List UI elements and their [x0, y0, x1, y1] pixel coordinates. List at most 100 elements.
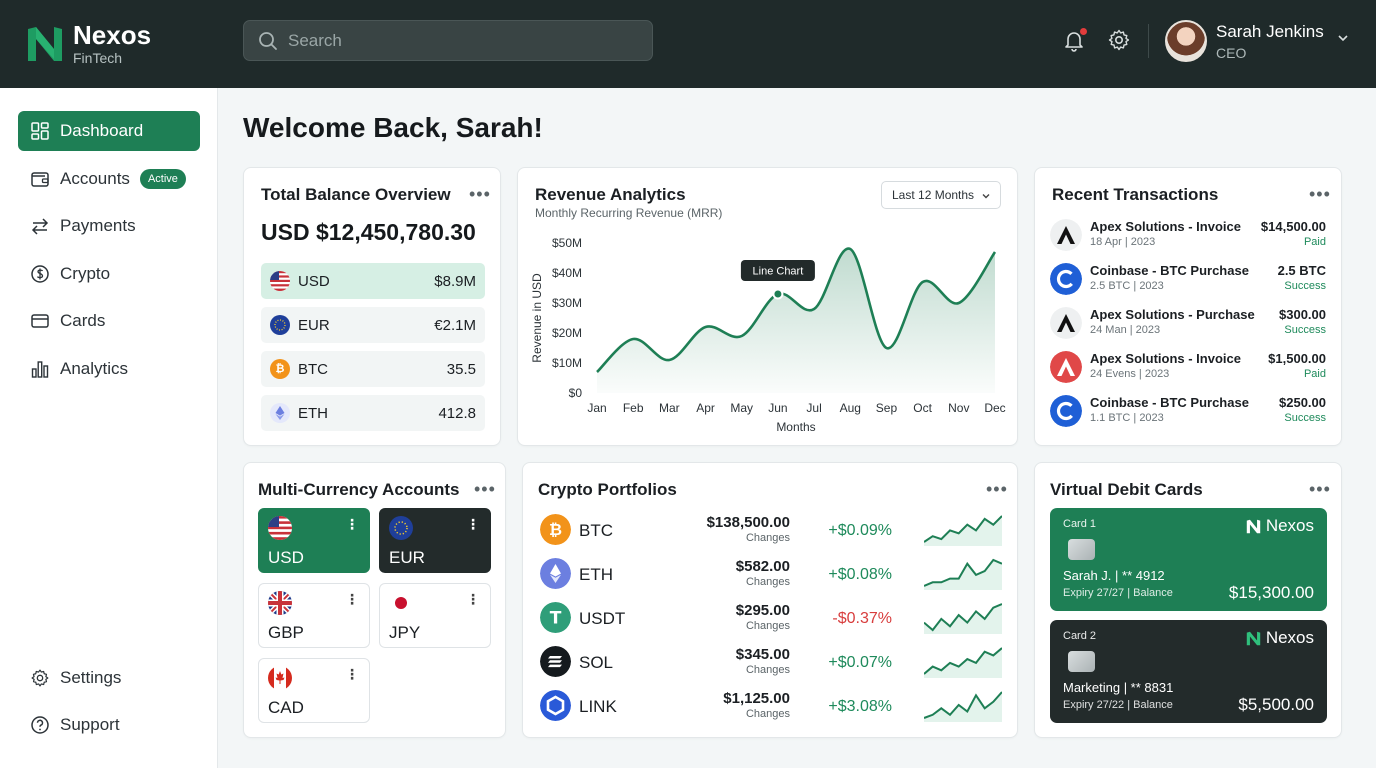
y-tick-label: $10M — [552, 356, 582, 370]
more-options-icon[interactable]: ••• — [1309, 479, 1331, 499]
sparkline-chart — [924, 691, 1002, 722]
ethereum-icon — [270, 403, 290, 423]
transaction-row[interactable]: Coinbase - BTC Purchase 1.1 BTC | 2023 $25… — [1050, 391, 1326, 429]
crypto-changes-label: Changes — [745, 620, 790, 632]
crypto-row-btc[interactable]: ₿ BTC $138,500.00 Changes +$0.09% — [540, 510, 1002, 550]
us-flag-icon — [270, 271, 290, 291]
range-select[interactable]: Last 12 Months — [881, 181, 1001, 209]
sidebar-item-dashboard[interactable]: Dashboard — [18, 111, 200, 151]
virtual-card-1[interactable]: Card 1 Nexos Sarah J. | ** 4912 Expiry 2… — [1050, 508, 1327, 611]
us-flag-icon — [268, 516, 292, 540]
crypto-card: Crypto Portfolios ••• ₿ BTC $138,500.00 Cha… — [522, 462, 1018, 738]
card-expiry: Expiry 27/27 | Balance — [1063, 587, 1173, 599]
sparkline-line — [924, 558, 1002, 587]
sidebar-item-cards[interactable]: Cards — [18, 301, 200, 341]
chainlink-icon — [540, 690, 571, 721]
crypto-symbol: LINK — [579, 697, 617, 716]
tile-menu-icon[interactable]: ⋮ — [345, 666, 359, 682]
tile-menu-icon[interactable]: ⋮ — [345, 516, 359, 532]
tile-menu-icon[interactable]: ⋮ — [345, 591, 359, 607]
help-icon — [31, 716, 49, 734]
account-tile-gbp[interactable]: ⋮ GBP — [258, 583, 370, 648]
x-tick-label: Feb — [623, 401, 644, 415]
sidebar-item-settings[interactable]: Settings — [18, 658, 200, 698]
balance-row-usd[interactable]: USD $8.9M — [261, 263, 485, 299]
gear-icon — [31, 669, 49, 687]
transfer-icon — [31, 218, 49, 235]
crypto-row-usdt[interactable]: T USDT $295.00 Changes -$0.37% — [540, 598, 1002, 638]
sidebar-item-support[interactable]: Support — [18, 705, 200, 745]
crypto-price: $582.00 — [735, 558, 790, 575]
sparkline-area — [924, 516, 1002, 546]
transaction-status: Success — [1284, 412, 1326, 424]
account-code: GBP — [268, 623, 304, 642]
eu-flag-icon — [270, 315, 290, 335]
search-input[interactable] — [288, 30, 628, 51]
apex-logo-icon — [1050, 351, 1082, 383]
user-role: CEO — [1216, 44, 1247, 61]
user-menu[interactable]: Sarah Jenkins CEO — [1165, 20, 1350, 62]
app-logo[interactable]: Nexos FinTech — [26, 22, 151, 65]
card-title: Crypto Portfolios — [538, 480, 677, 499]
dashboard-icon — [31, 122, 49, 140]
more-options-icon[interactable]: ••• — [986, 479, 1008, 499]
transaction-row[interactable]: Apex Solutions - Invoice 24 Evens | 2023 $… — [1050, 347, 1326, 385]
balance-row-eur[interactable]: EUR €2.1M — [261, 307, 485, 343]
transaction-row[interactable]: Apex Solutions - Purchase 24 Man | 2023 $3… — [1050, 303, 1326, 341]
sidebar-item-accounts[interactable]: Accounts Active — [18, 159, 200, 199]
tile-menu-icon[interactable]: ⋮ — [466, 516, 480, 532]
crypto-changes-label: Changes — [745, 664, 790, 676]
transactions-card: Recent Transactions ••• Apex Solutions -… — [1034, 167, 1342, 446]
sidebar-item-payments[interactable]: Payments — [18, 206, 200, 246]
sidebar-item-crypto[interactable]: Crypto — [18, 254, 200, 294]
crypto-price: $1,125.00 — [723, 690, 790, 707]
card-chip-icon — [1068, 539, 1095, 560]
crypto-change: -$0.37% — [832, 610, 892, 627]
balance-row-btc[interactable]: ₿ BTC 35.5 — [261, 351, 485, 387]
settings-button[interactable] — [1107, 28, 1133, 54]
card-brand-name: Nexos — [1265, 516, 1314, 535]
transaction-amount: $1,500.00 — [1268, 351, 1326, 366]
card-brand: Nexos — [1246, 516, 1314, 536]
x-tick-label: Jun — [768, 401, 787, 415]
sidebar-item-label: Cards — [60, 311, 106, 330]
bitcoin-icon: ₿ — [540, 514, 571, 545]
crypto-row-eth[interactable]: ETH $582.00 Changes +$0.08% — [540, 554, 1002, 594]
crypto-changes-label: Changes — [745, 708, 790, 720]
sidebar-item-analytics[interactable]: Analytics — [18, 349, 200, 389]
account-tile-jpy[interactable]: ⋮ JPY — [379, 583, 491, 648]
data-point — [772, 288, 784, 300]
card-balance: $15,300.00 — [1228, 583, 1314, 602]
wallet-icon — [31, 172, 49, 187]
sidebar-item-label: Settings — [60, 668, 122, 687]
x-tick-label: Oct — [913, 401, 932, 415]
transaction-row[interactable]: Coinbase - BTC Purchase 2.5 BTC | 2023 2.5… — [1050, 259, 1326, 297]
coinbase-logo-icon — [1050, 395, 1082, 427]
search-bar[interactable] — [243, 20, 653, 61]
crypto-row-sol[interactable]: SOL $345.00 Changes +$0.07% — [540, 642, 1002, 682]
account-tile-usd[interactable]: ⋮ USD — [258, 508, 370, 573]
virtual-card-2[interactable]: Card 2 Nexos Marketing | ** 8831 Expiry … — [1050, 620, 1327, 723]
balance-row-eth[interactable]: ETH 412.8 — [261, 395, 485, 431]
crypto-row-link[interactable]: LINK $1,125.00 Changes +$3.08% — [540, 686, 1002, 726]
transaction-amount: 2.5 BTC — [1277, 263, 1326, 278]
gear-icon — [1108, 29, 1130, 51]
currency-value: $8.9M — [434, 272, 476, 290]
card-subtitle: Monthly Recurring Revenue (MRR) — [535, 206, 723, 220]
tile-menu-icon[interactable]: ⋮ — [466, 591, 480, 607]
account-code: CAD — [268, 698, 304, 717]
more-options-icon[interactable]: ••• — [469, 184, 491, 204]
account-tile-eur[interactable]: ⋮ EUR — [379, 508, 491, 573]
y-tick-label: $30M — [552, 296, 582, 310]
dollar-circle-icon — [31, 265, 49, 283]
account-tile-cad[interactable]: ⋮ CAD — [258, 658, 370, 723]
revenue-card: Revenue Analytics Monthly Recurring Reve… — [517, 167, 1018, 446]
crypto-change: +$0.09% — [828, 522, 892, 539]
crypto-price: $345.00 — [735, 646, 790, 663]
transaction-row[interactable]: Apex Solutions - Invoice 18 Apr | 2023 $14… — [1050, 215, 1326, 253]
more-options-icon[interactable]: ••• — [1309, 184, 1331, 204]
more-options-icon[interactable]: ••• — [474, 479, 496, 499]
transaction-date: 24 Evens | 2023 — [1090, 368, 1170, 380]
card-holder: Sarah J. | ** 4912 — [1063, 568, 1165, 583]
notifications-button[interactable] — [1062, 28, 1088, 54]
